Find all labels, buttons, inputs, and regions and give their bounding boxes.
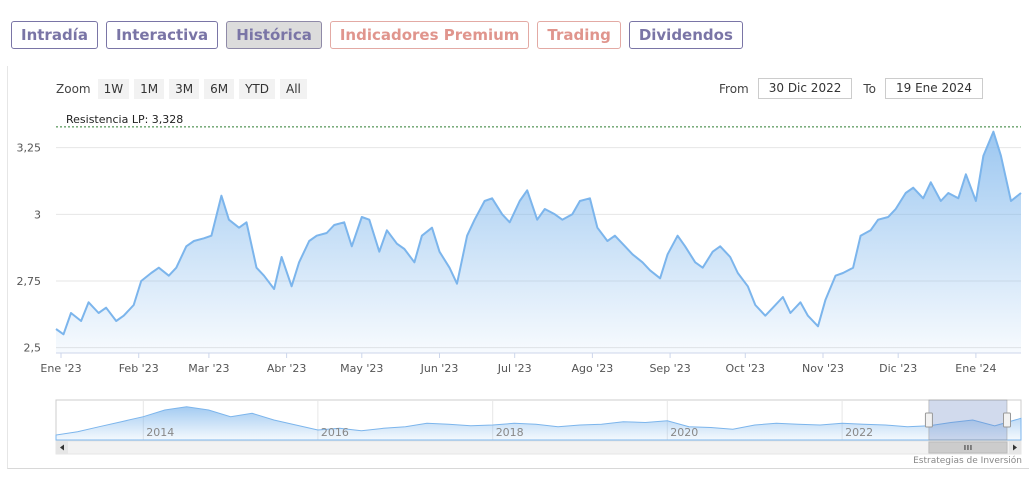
to-label: To	[863, 81, 876, 96]
x-tick-label: Jul '23	[497, 362, 532, 375]
x-tick-label: Dic '23	[879, 362, 917, 375]
tab-indicadores-premium[interactable]: Indicadores Premium	[329, 21, 530, 49]
from-date-input[interactable]: 30 Dic 2022	[757, 78, 853, 99]
x-tick-label: Sep '23	[649, 362, 690, 375]
navigator-year-label: 2022	[845, 426, 873, 439]
x-axis: Ene '23 Feb '23 Mar '23 Abr '23 May '23 Jun '…	[40, 353, 996, 375]
scrollbar-track[interactable]	[55, 440, 1022, 455]
from-label: From	[719, 81, 749, 96]
navigator-year-label: 2020	[670, 426, 698, 439]
y-tick-label: 3,25	[17, 142, 42, 155]
navigator-year-label: 2014	[146, 426, 174, 439]
chart-container	[7, 66, 1029, 469]
y-tick-label: 3	[34, 208, 41, 221]
x-tick-label: Oct '23	[726, 362, 766, 375]
price-line	[55, 130, 1022, 336]
y-axis: 2,5 2,75 3 3,25	[17, 142, 42, 355]
navigator-left-handle[interactable]	[924, 412, 933, 428]
to-date-input[interactable]: 19 Ene 2024	[884, 78, 983, 99]
x-tick-label: Nov '23	[802, 362, 844, 375]
tab-interactiva[interactable]: Interactiva	[105, 21, 219, 49]
x-tick-label: Ago '23	[572, 362, 614, 375]
zoom-1m-button[interactable]: 1M	[134, 79, 165, 99]
zoom-label: Zoom	[56, 82, 91, 96]
x-tick-label: Mar '23	[188, 362, 229, 375]
x-tick-label: Abr '23	[267, 362, 307, 375]
navigator-year-labels: 2014 2016 2018 2020 2022	[146, 426, 873, 439]
navigator-right-handle[interactable]	[1003, 412, 1011, 428]
tab-dividendos[interactable]: Dividendos	[628, 21, 743, 49]
scroll-right-arrow-icon	[1013, 444, 1017, 451]
x-tick-label: May '23	[340, 362, 383, 375]
tab-historica[interactable]: Histórica	[226, 21, 322, 49]
zoom-6m-button[interactable]: 6M	[204, 79, 235, 99]
price-area	[56, 131, 1021, 353]
navigator-year-label: 2018	[496, 426, 524, 439]
navigator: 2014 2016 2018 2020 2022	[55, 399, 1022, 441]
tab-intradia[interactable]: Intradía	[11, 21, 98, 49]
zoom-3m-button[interactable]: 3M	[169, 79, 200, 99]
credit-text: Estrategias de Inversión	[913, 456, 1022, 466]
zoom-ytd-button[interactable]: YTD	[239, 79, 275, 99]
x-tick-label: Ene '23	[40, 362, 81, 375]
x-tick-label: Jun '23	[420, 362, 459, 375]
zoom-1w-button[interactable]: 1W	[97, 79, 130, 99]
resistance-label: Resistencia LP: 3,328	[66, 113, 183, 126]
x-tick-label: Feb '23	[119, 362, 159, 375]
tab-trading[interactable]: Trading	[537, 21, 621, 49]
scrollbar-grip-icon	[964, 445, 972, 450]
zoom-all-button[interactable]: All	[280, 79, 307, 99]
date-range-selector: From 30 Dic 2022 To 19 Ene 2024	[719, 78, 983, 99]
scroll-left-arrow-icon	[60, 444, 64, 451]
x-tick-label: Ene '24	[955, 362, 996, 375]
zoom-controls: Zoom 1W 1M 3M 6M YTD All	[56, 79, 312, 99]
scrollbar[interactable]	[55, 440, 1022, 455]
navigator-year-label: 2016	[321, 426, 349, 439]
navigator-selection[interactable]	[928, 399, 1008, 441]
navigator-area	[55, 406, 1022, 441]
y-tick-label: 2,75	[17, 275, 42, 288]
y-tick-label: 2,5	[24, 342, 42, 355]
tab-bar: Intradía Interactiva Histórica Indicador…	[11, 21, 743, 49]
